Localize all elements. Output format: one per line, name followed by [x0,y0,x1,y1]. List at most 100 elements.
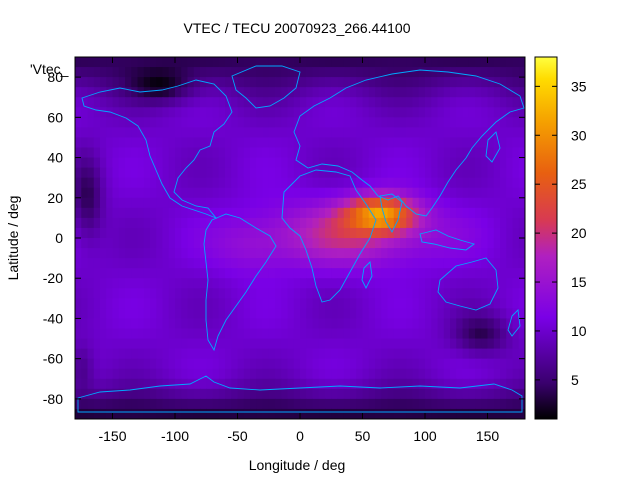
heatmap-cell [106,378,114,390]
heatmap-cell [381,187,389,199]
heatmap-cell [150,378,157,390]
heatmap-cell [125,388,132,400]
heatmap-cell [275,207,282,219]
heatmap-cell [100,338,107,350]
heatmap-cell [112,358,120,370]
heatmap-cell [118,167,126,179]
heatmap-cell [156,278,164,289]
heatmap-cell [106,147,114,159]
heatmap-cell [443,398,451,410]
heatmap-cell [368,67,376,78]
heatmap-cell [156,258,164,269]
heatmap-cell [156,398,164,410]
heatmap-cell [268,227,276,239]
heatmap-cell [187,97,195,108]
heatmap-cell [418,197,426,209]
heatmap-cell [200,187,207,199]
heatmap-cell [237,348,245,360]
heatmap-cell [337,398,345,410]
heatmap-cell [93,97,101,108]
heatmap-cell [243,318,251,330]
heatmap-cell [106,318,114,330]
heatmap-cell [218,167,226,179]
heatmap-cell [100,227,107,239]
heatmap-cell [381,298,389,309]
heatmap-cell [431,207,439,219]
heatmap-cell [118,388,126,400]
heatmap-cell [131,117,139,128]
heatmap-cell [150,398,157,410]
heatmap-cell [406,187,414,199]
heatmap-cell [81,127,89,139]
heatmap-cell [162,127,170,139]
heatmap-cell [225,298,232,309]
heatmap-cell [406,217,414,229]
heatmap-cell [368,187,376,199]
heatmap-cell [162,318,170,330]
heatmap-cell [125,107,132,118]
heatmap-cell [418,398,426,410]
heatmap-cell [87,358,95,370]
heatmap-cell [475,288,482,299]
heatmap-cell [325,368,332,380]
heatmap-cell [250,338,257,350]
heatmap-cell [343,268,351,279]
heatmap-cell [312,127,320,139]
heatmap-cell [343,238,351,249]
heatmap-cell [150,107,157,118]
heatmap-cell [406,127,414,139]
heatmap-cell [381,278,389,289]
heatmap-cell [331,348,339,360]
heatmap-cell [218,398,226,410]
heatmap-cell [368,318,376,330]
heatmap-cell [112,67,120,78]
heatmap-cell [375,278,382,289]
heatmap-cell [268,197,276,209]
heatmap-cell [118,408,126,419]
heatmap-cell [356,207,364,219]
heatmap-cell [168,167,176,179]
heatmap-cell [325,278,332,289]
heatmap-cell [243,117,251,128]
heatmap-cell [243,358,251,370]
heatmap-cell [318,308,326,320]
heatmap-cell [312,197,320,209]
heatmap-cell [268,127,276,139]
heatmap-cell [400,87,407,98]
heatmap-cell [343,318,351,330]
heatmap-cell [225,408,232,419]
heatmap-cell [150,278,157,289]
heatmap-cell [293,378,301,390]
heatmap-cell [218,328,226,340]
heatmap-cell [156,348,164,360]
heatmap-cell [300,318,307,330]
heatmap-cell [250,308,257,320]
heatmap-cell [362,338,370,350]
heatmap-cell [506,408,514,419]
heatmap-cell [281,318,289,330]
heatmap-cell [318,137,326,149]
heatmap-cell [518,77,525,88]
heatmap-cell [262,167,270,179]
heatmap-cell [137,298,145,309]
heatmap-cell [125,137,132,149]
heatmap-cell [312,288,320,299]
heatmap-cell [287,378,295,390]
heatmap-cell [143,127,151,139]
heatmap-cell [231,378,239,390]
heatmap-cell [412,187,420,199]
heatmap-cell [356,348,364,360]
heatmap-cell [506,338,514,350]
heatmap-cell [512,77,520,88]
heatmap-cell [387,137,395,149]
heatmap-cell [343,388,351,400]
heatmap-cell [462,147,470,159]
heatmap-cell [406,408,414,419]
heatmap-cell [212,328,220,340]
heatmap-cell [181,278,189,289]
heatmap-cell [231,197,239,209]
heatmap-cell [206,67,214,78]
heatmap-cell [431,268,439,279]
heatmap-cell [168,197,176,209]
heatmap-cell [450,268,457,279]
